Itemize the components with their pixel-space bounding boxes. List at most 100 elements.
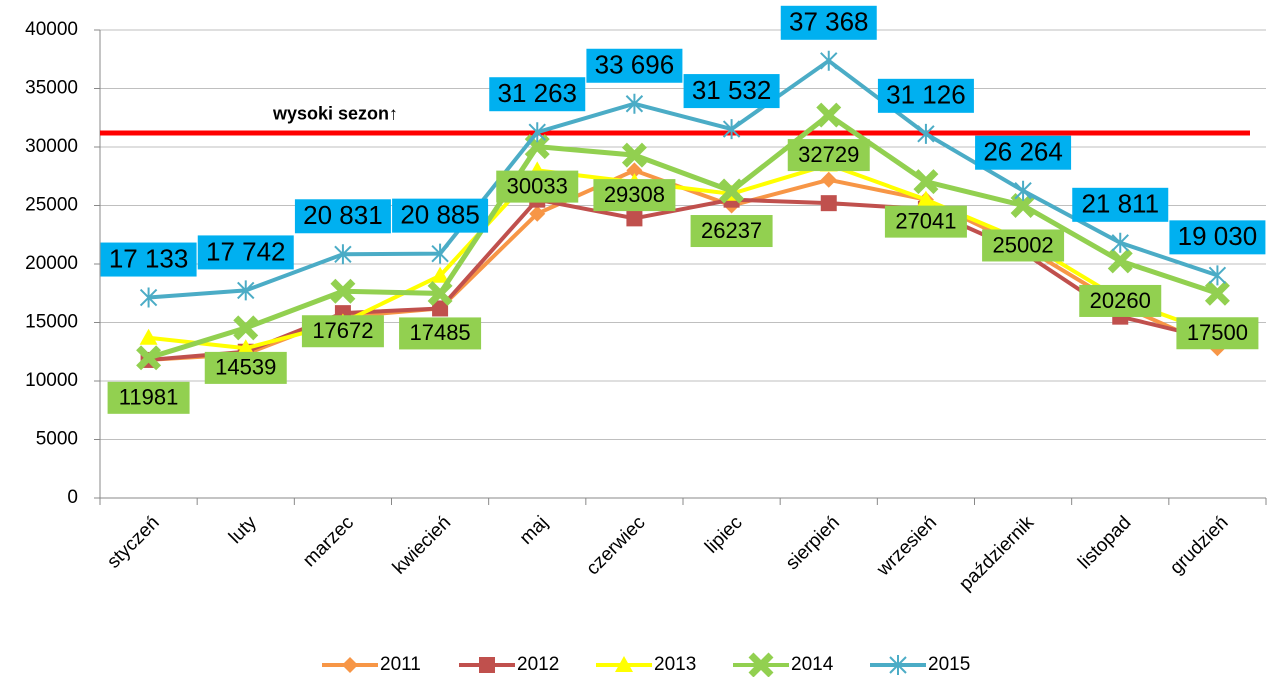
data-label: 19 030	[1178, 221, 1258, 251]
y-tick-label: 15000	[25, 312, 78, 333]
x-tick-label: maj	[516, 512, 553, 549]
marker	[236, 339, 255, 356]
y-tick-label: 30000	[25, 136, 78, 157]
series-line	[148, 58, 1219, 300]
data-label: 32729	[798, 142, 859, 167]
marker	[136, 345, 162, 371]
marker	[621, 142, 647, 168]
data-label-box	[787, 139, 870, 172]
marker	[1208, 265, 1227, 286]
data-label-box	[489, 77, 586, 112]
data-label-box	[204, 351, 287, 384]
marker	[626, 162, 643, 179]
y-tick-label: 5000	[36, 429, 78, 450]
y-tick-label: 35000	[25, 78, 78, 99]
marker	[1111, 232, 1129, 253]
marker	[748, 652, 774, 677]
marker	[139, 287, 158, 308]
marker	[233, 315, 259, 341]
marker	[427, 280, 453, 306]
y-tick-label: 0	[67, 487, 78, 508]
data-label-box	[975, 135, 1072, 170]
data-label-box	[1072, 187, 1169, 222]
data-label: 26 264	[983, 137, 1063, 167]
data-label-box	[399, 317, 482, 350]
threshold-label: wysoki sezon↑	[272, 104, 398, 124]
data-label-box	[100, 242, 197, 277]
data-label: 37 368	[789, 7, 869, 37]
marker	[237, 280, 255, 301]
legend-label: 2013	[654, 654, 696, 675]
data-label: 20 831	[303, 200, 383, 230]
marker	[1010, 193, 1036, 218]
data-label: 21 811	[1081, 189, 1159, 219]
x-tick-label: kwiecień	[389, 512, 455, 578]
x-tick-label: wrzesień	[872, 512, 941, 581]
data-label: 17672	[312, 318, 373, 343]
marker	[342, 657, 358, 673]
data-label-box	[1079, 284, 1162, 317]
marker	[528, 122, 546, 143]
data-label: 11981	[119, 385, 179, 410]
data-label-box	[1169, 220, 1266, 255]
data-label: 17 742	[206, 236, 286, 266]
data-label: 17500	[1187, 320, 1248, 345]
data-label: 20 885	[400, 200, 480, 230]
y-tick-label: 10000	[25, 370, 78, 391]
marker	[889, 655, 907, 675]
marker	[615, 656, 633, 672]
legend-label: 2011	[380, 654, 421, 675]
series	[136, 102, 1230, 371]
x-tick-label: lipiec	[701, 512, 746, 557]
marker	[1014, 180, 1032, 201]
data-label-box	[197, 235, 294, 270]
data-label: 20260	[1090, 288, 1151, 313]
marker	[432, 300, 449, 317]
x-tick-label: listopad	[1074, 512, 1135, 573]
marker	[719, 178, 745, 204]
series	[139, 50, 1227, 308]
legend-label: 2015	[928, 654, 970, 675]
x-tick-label: październik	[955, 512, 1038, 595]
y-tick-label: 40000	[25, 19, 78, 40]
data-label: 31 532	[692, 75, 772, 105]
data-label-box	[982, 229, 1065, 262]
marker	[820, 50, 838, 71]
data-label: 30033	[507, 173, 568, 198]
data-label-box	[294, 199, 391, 234]
legend-label: 2012	[517, 654, 559, 675]
data-label-box	[593, 179, 676, 212]
data-label: 14539	[215, 355, 276, 380]
data-label-box	[1176, 317, 1259, 350]
marker	[917, 123, 935, 144]
marker	[139, 328, 158, 345]
data-label: 17485	[409, 320, 470, 345]
x-tick-label: grudzień	[1166, 512, 1232, 578]
marker	[1204, 280, 1230, 306]
data-label: 17 133	[109, 243, 189, 273]
marker	[626, 210, 643, 227]
data-label-box	[301, 315, 384, 348]
marker	[431, 266, 450, 283]
y-tick-label: 20000	[25, 253, 78, 274]
data-label: 31 126	[886, 80, 966, 110]
marker	[1107, 248, 1133, 274]
marker	[334, 244, 352, 265]
legend-label: 2014	[791, 654, 834, 675]
x-tick-label: sierpień	[782, 512, 844, 574]
x-tick-label: czerwiec	[582, 512, 649, 579]
data-label-box	[496, 170, 579, 203]
series-line	[147, 111, 1219, 361]
marker	[529, 205, 546, 222]
y-tick-label: 25000	[25, 195, 78, 216]
data-label: 25002	[992, 232, 1053, 257]
data-label-box	[586, 48, 683, 83]
data-label: 31 263	[497, 78, 577, 108]
data-label: 29308	[604, 182, 665, 207]
marker	[820, 195, 837, 212]
data-label-box	[690, 215, 773, 248]
marker	[431, 243, 449, 264]
marker	[916, 190, 935, 207]
data-label-box	[884, 205, 967, 238]
